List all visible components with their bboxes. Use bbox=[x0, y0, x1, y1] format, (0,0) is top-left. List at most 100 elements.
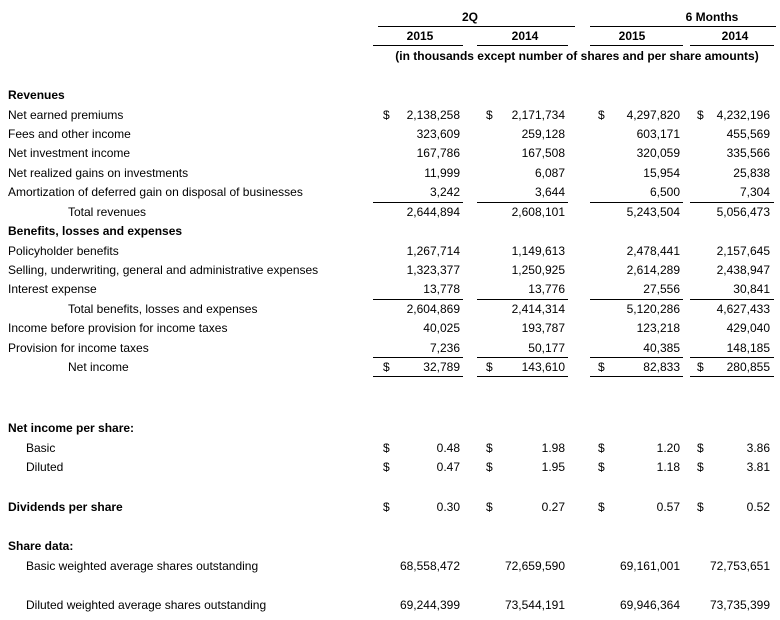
cell-value: 0.27 bbox=[541, 500, 565, 514]
row-label: Provision for income taxes bbox=[8, 341, 149, 355]
cell-value: 40,385 bbox=[643, 341, 680, 355]
cell-value: 5,243,504 bbox=[626, 205, 680, 219]
cell-value: 25,838 bbox=[733, 166, 770, 180]
currency-sign: $ bbox=[598, 360, 605, 374]
row-label: Net income bbox=[68, 360, 129, 374]
currency-sign: $ bbox=[486, 108, 493, 122]
currency-sign: $ bbox=[383, 441, 390, 455]
currency-sign: $ bbox=[486, 360, 493, 374]
row-label: Selling, underwriting, general and admin… bbox=[8, 263, 319, 277]
cell-value: 2,644,894 bbox=[406, 205, 460, 219]
year-header: 2015 bbox=[618, 29, 646, 43]
currency-sign: $ bbox=[697, 460, 704, 474]
currency-sign: $ bbox=[697, 108, 704, 122]
cell-value: 1.20 bbox=[656, 441, 680, 455]
year-header: 2014 bbox=[721, 29, 749, 43]
rule bbox=[373, 299, 463, 300]
cell-value: 1,323,377 bbox=[406, 263, 460, 277]
rule bbox=[378, 26, 575, 27]
cell-value: 73,735,399 bbox=[709, 598, 770, 612]
currency-sign: $ bbox=[598, 500, 605, 514]
cell-value: 0.57 bbox=[656, 500, 680, 514]
row-label: Total benefits, losses and expenses bbox=[68, 302, 258, 316]
year-header: 2015 bbox=[406, 29, 434, 43]
cell-value: 7,236 bbox=[429, 341, 460, 355]
row-label: Basic weighted average shares outstandin… bbox=[26, 559, 259, 573]
rule bbox=[477, 45, 568, 46]
currency-sign: $ bbox=[383, 108, 390, 122]
row-label: Income before provision for income taxes bbox=[8, 321, 228, 335]
rule bbox=[477, 299, 568, 300]
cell-value: 4,627,433 bbox=[716, 302, 770, 316]
rule bbox=[590, 357, 683, 358]
section-label: Benefits, losses and expenses bbox=[8, 224, 183, 238]
cell-value: 123,218 bbox=[636, 321, 680, 335]
cell-value: 32,789 bbox=[423, 360, 460, 374]
row-label: Policyholder benefits bbox=[8, 244, 119, 258]
cell-value: 1.18 bbox=[656, 460, 680, 474]
cell-value: 72,659,590 bbox=[504, 559, 565, 573]
cell-value: 3,242 bbox=[429, 185, 460, 199]
cell-value: 1,149,613 bbox=[511, 244, 565, 258]
group-header: 6 Months bbox=[685, 10, 739, 24]
cell-value: 69,946,364 bbox=[619, 598, 680, 612]
rule bbox=[477, 376, 568, 377]
currency-sign: $ bbox=[697, 441, 704, 455]
cell-value: 2,171,734 bbox=[511, 108, 565, 122]
cell-value: 603,171 bbox=[636, 127, 680, 141]
cell-value: 30,841 bbox=[733, 282, 770, 296]
rule bbox=[690, 357, 774, 358]
section-label: Revenues bbox=[8, 88, 65, 102]
rule bbox=[690, 202, 774, 203]
cell-value: 69,161,001 bbox=[619, 559, 680, 573]
row-label: Amortization of deferred gain on disposa… bbox=[8, 185, 303, 199]
rule bbox=[590, 45, 683, 46]
row-label: Diluted weighted average shares outstand… bbox=[26, 598, 267, 612]
currency-sign: $ bbox=[697, 500, 704, 514]
cell-value: 50,177 bbox=[528, 341, 565, 355]
rule bbox=[590, 299, 683, 300]
cell-value: 1,267,714 bbox=[406, 244, 460, 258]
rule bbox=[590, 202, 683, 203]
cell-value: 0.47 bbox=[436, 460, 460, 474]
cell-value: 429,040 bbox=[726, 321, 770, 335]
cell-value: 40,025 bbox=[423, 321, 460, 335]
cell-value: 1.95 bbox=[541, 460, 565, 474]
units-note: (in thousands except number of shares an… bbox=[395, 49, 759, 63]
row-label: Fees and other income bbox=[8, 127, 131, 141]
section-label: Dividends per share bbox=[8, 500, 123, 514]
cell-value: 0.48 bbox=[436, 441, 460, 455]
rule bbox=[477, 202, 568, 203]
cell-value: 15,954 bbox=[643, 166, 680, 180]
cell-value: 1,250,925 bbox=[511, 263, 565, 277]
cell-value: 5,120,286 bbox=[626, 302, 680, 316]
cell-value: 280,855 bbox=[726, 360, 770, 374]
cell-value: 2,157,645 bbox=[716, 244, 770, 258]
row-label: Basic bbox=[26, 441, 56, 455]
cell-value: 4,297,820 bbox=[626, 108, 680, 122]
rule bbox=[690, 299, 774, 300]
cell-value: 11,999 bbox=[424, 166, 460, 180]
rule bbox=[590, 26, 776, 27]
group-header: 2Q bbox=[461, 10, 479, 24]
cell-value: 193,787 bbox=[521, 321, 565, 335]
section-label: Net income per share: bbox=[8, 421, 135, 435]
section-label: Share data: bbox=[8, 539, 74, 553]
cell-value: 3.81 bbox=[746, 460, 770, 474]
cell-value: 320,059 bbox=[636, 146, 680, 160]
cell-value: 148,185 bbox=[726, 341, 770, 355]
currency-sign: $ bbox=[383, 500, 390, 514]
cell-value: 455,569 bbox=[726, 127, 770, 141]
row-label: Net earned premiums bbox=[8, 108, 124, 122]
cell-value: 13,776 bbox=[528, 282, 565, 296]
cell-value: 6,087 bbox=[534, 166, 565, 180]
currency-sign: $ bbox=[598, 108, 605, 122]
rule bbox=[477, 357, 568, 358]
cell-value: 0.30 bbox=[436, 500, 460, 514]
cell-value: 2,604,869 bbox=[406, 302, 460, 316]
cell-value: 2,478,441 bbox=[626, 244, 680, 258]
cell-value: 27,556 bbox=[643, 282, 680, 296]
currency-sign: $ bbox=[383, 360, 390, 374]
cell-value: 13,778 bbox=[423, 282, 460, 296]
currency-sign: $ bbox=[598, 460, 605, 474]
